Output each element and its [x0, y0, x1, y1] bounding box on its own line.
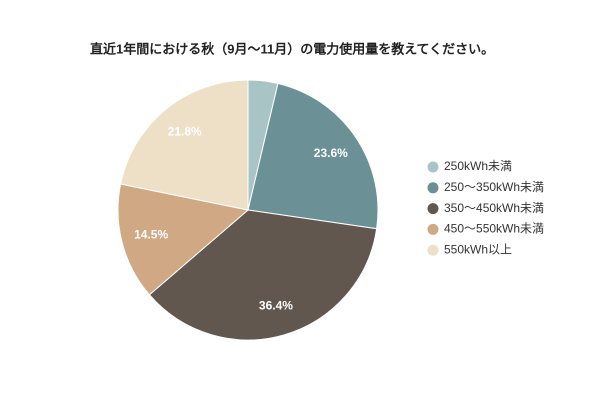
legend-label: 250kWh未満	[444, 159, 512, 173]
data-label: 21.8%	[168, 125, 202, 139]
legend-swatch	[427, 182, 439, 194]
legend-swatch	[427, 161, 439, 173]
legend-swatch	[427, 223, 439, 235]
legend-swatch	[427, 203, 439, 215]
legend-label: 250〜350kWh未満	[444, 180, 544, 194]
legend-label: 350〜450kWh未満	[444, 201, 544, 215]
pie-slice	[117, 183, 250, 296]
pie-slice	[148, 209, 378, 341]
data-label: 14.5%	[134, 227, 168, 241]
pie-slice	[120, 79, 249, 211]
legend-label: 450〜550kWh未満	[444, 222, 544, 236]
legend-label: 550kWh以上	[444, 242, 512, 256]
chart-title: 直近1年間における秋（9月〜11月）の電力使用量を教えてください。	[90, 41, 494, 56]
data-label: 23.6%	[314, 146, 348, 160]
legend-swatch	[427, 244, 439, 256]
pie-slice	[247, 82, 379, 230]
data-label: 36.4%	[259, 298, 293, 312]
